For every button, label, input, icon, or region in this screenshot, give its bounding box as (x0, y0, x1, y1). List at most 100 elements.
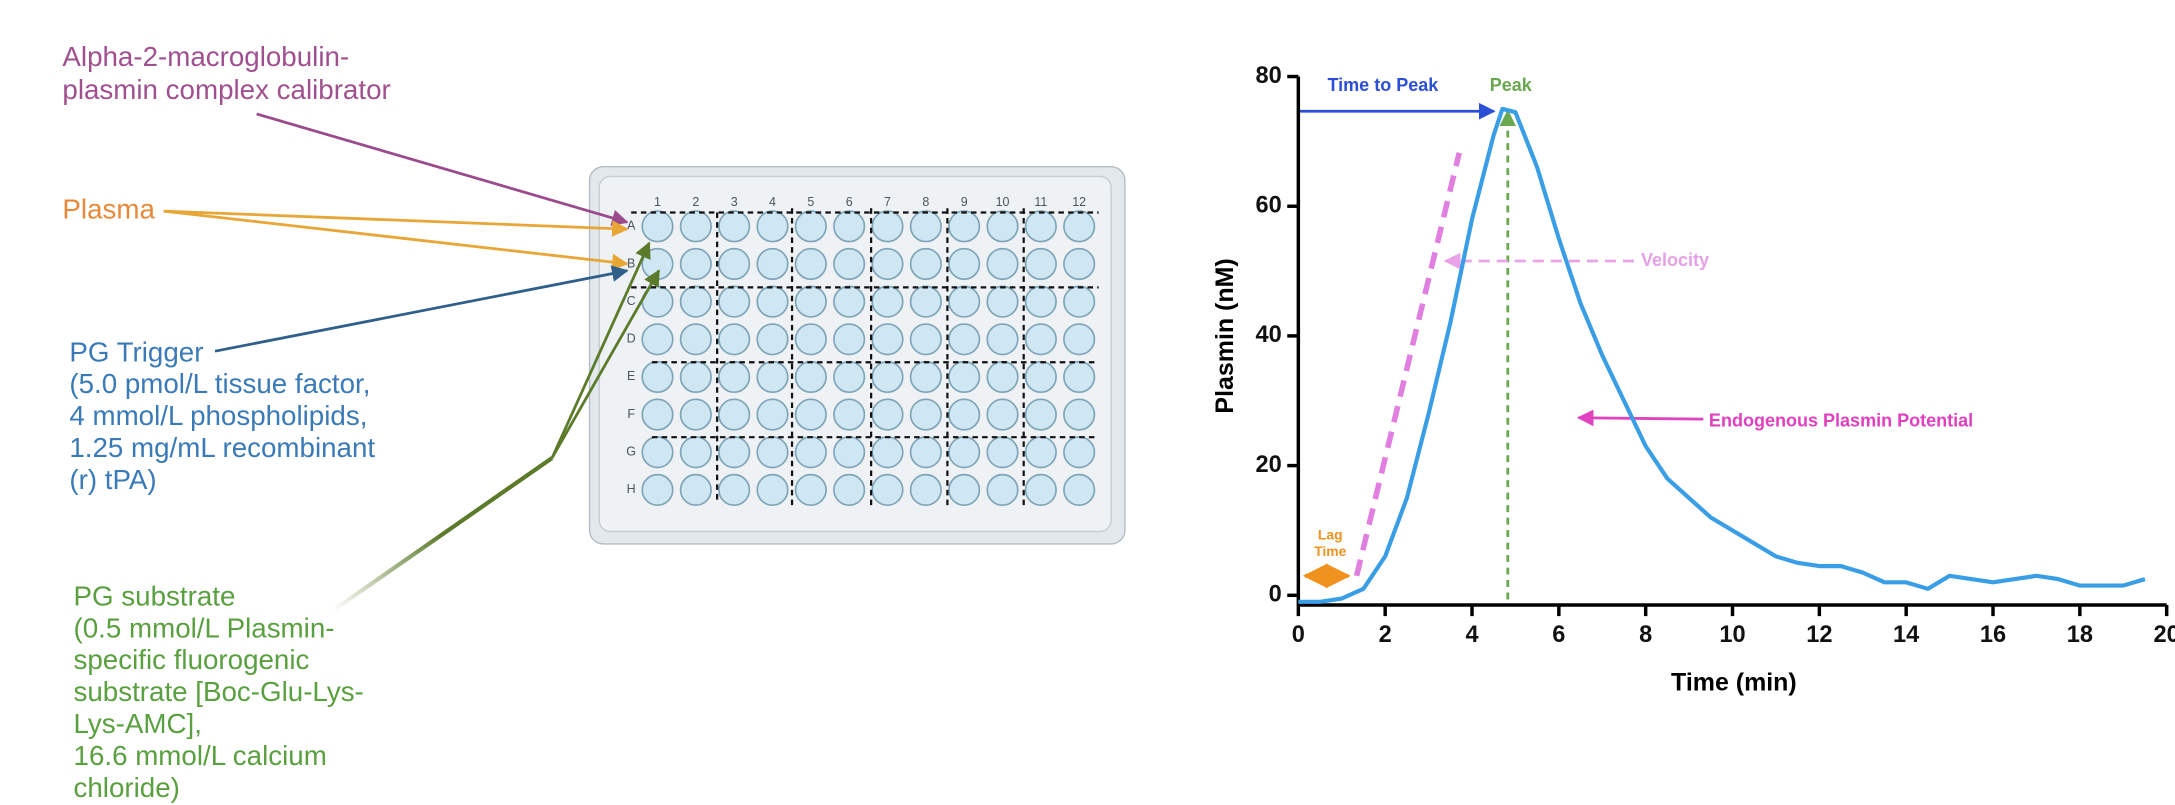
well (871, 436, 904, 469)
well (679, 247, 712, 281)
well (718, 360, 751, 394)
well (718, 398, 751, 431)
well (794, 285, 827, 318)
column-label: 2 (692, 195, 699, 209)
chart-annotation-arrows (1298, 102, 1704, 600)
x-tick-label: 6 (1552, 621, 1565, 647)
well (679, 360, 712, 394)
well (679, 323, 712, 356)
well (909, 360, 942, 394)
well (1063, 360, 1096, 394)
well (718, 473, 751, 506)
annotation: Velocity (1641, 250, 1709, 270)
well (986, 210, 1019, 243)
y-tick-label: 20 (1255, 451, 1281, 477)
substrate-label: (0.5 mmol/L Plasmin- (74, 612, 335, 643)
well (1024, 285, 1057, 318)
well (718, 247, 751, 281)
well (756, 210, 789, 243)
well (756, 285, 789, 318)
substrate-label: chloride) (74, 772, 180, 803)
well (833, 323, 866, 356)
well (948, 436, 981, 469)
well (986, 323, 1019, 356)
well (1063, 285, 1096, 318)
x-tick-label: 2 (1379, 621, 1392, 647)
row-label: D (627, 332, 636, 346)
well (679, 473, 712, 506)
plate-dividers (631, 208, 1099, 507)
column-label: 7 (884, 195, 891, 209)
annotation: Peak (1490, 75, 1533, 95)
y-tick-label: 60 (1255, 191, 1281, 217)
well (986, 360, 1019, 394)
trigger-label: PG Trigger (69, 336, 203, 367)
well (909, 323, 942, 356)
well (833, 247, 866, 281)
well (1063, 398, 1096, 431)
well (1024, 323, 1057, 356)
column-label: 1 (654, 195, 661, 209)
well (1063, 323, 1096, 356)
well (871, 473, 904, 506)
row-label: A (627, 219, 636, 233)
well (948, 473, 981, 506)
substrate-label: specific fluorogenic (74, 644, 310, 675)
y-tick-label: 0 (1269, 581, 1282, 607)
substrate-label: PG substrate (74, 580, 236, 611)
substrate-label: substrate [Boc-Glu-Lys- (74, 676, 364, 707)
x-tick-label: 16 (1980, 621, 2006, 647)
well (871, 398, 904, 431)
column-label: 8 (922, 195, 929, 209)
well (833, 210, 866, 243)
well (1024, 436, 1057, 469)
well (641, 210, 674, 243)
well (871, 285, 904, 318)
column-label: 11 (1034, 195, 1047, 209)
row-label: F (627, 407, 635, 421)
annotation: Lag (1318, 526, 1343, 542)
calibrator-label: Alpha-2-macroglobulin- (62, 41, 349, 72)
well (948, 210, 981, 243)
well (756, 360, 789, 394)
well (718, 285, 751, 318)
well (833, 360, 866, 394)
plasma-label: Plasma (62, 193, 155, 224)
column-label: 4 (769, 195, 776, 209)
well (948, 285, 981, 318)
well (756, 398, 789, 431)
well (909, 436, 942, 469)
well (641, 323, 674, 356)
well (986, 436, 1019, 469)
well (756, 436, 789, 469)
well (641, 473, 674, 506)
well (986, 247, 1019, 281)
well (833, 436, 866, 469)
annotation: Time (1314, 543, 1346, 559)
well (909, 247, 942, 281)
well (1024, 360, 1057, 394)
well (794, 473, 827, 506)
well (833, 285, 866, 318)
well (679, 436, 712, 469)
well (909, 398, 942, 431)
well (833, 473, 866, 506)
x-tick-label: 8 (1639, 621, 1652, 647)
well (948, 360, 981, 394)
well (871, 323, 904, 356)
label-arrows (163, 112, 661, 613)
y-tick-label: 80 (1255, 62, 1281, 88)
well (641, 398, 674, 431)
well (794, 360, 827, 394)
x-tick-label: 18 (2067, 621, 2093, 647)
well (871, 360, 904, 394)
column-label: 6 (846, 195, 853, 209)
x-tick-label: 0 (1292, 621, 1305, 647)
well (679, 285, 712, 318)
row-label: B (627, 256, 635, 270)
well (794, 323, 827, 356)
x-tick-label: 10 (1719, 621, 1745, 647)
well (794, 210, 827, 243)
well (909, 473, 942, 506)
